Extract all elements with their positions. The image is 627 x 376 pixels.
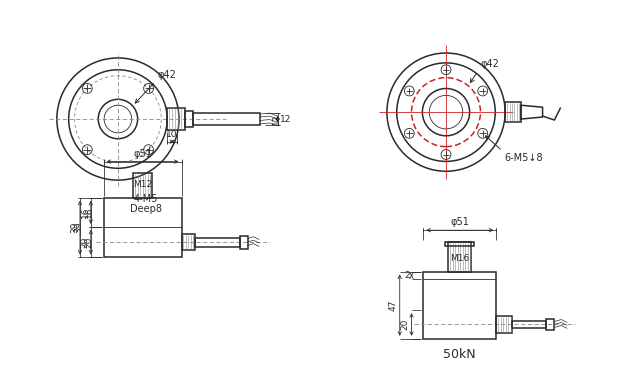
- Bar: [445, 242, 474, 246]
- Text: 50kN: 50kN: [443, 349, 476, 361]
- Bar: [547, 318, 554, 331]
- Text: 47: 47: [389, 299, 398, 311]
- Bar: [167, 108, 185, 130]
- Text: φ51: φ51: [133, 149, 152, 159]
- Text: 12: 12: [280, 115, 291, 124]
- Text: 20: 20: [81, 237, 90, 248]
- Bar: [185, 111, 193, 127]
- Bar: [448, 242, 472, 271]
- Bar: [134, 173, 152, 198]
- Bar: [512, 320, 547, 328]
- Text: 12: 12: [271, 113, 280, 125]
- Text: M12: M12: [133, 180, 152, 189]
- Text: φ42: φ42: [480, 59, 499, 69]
- Text: 16: 16: [85, 206, 94, 218]
- Text: 16: 16: [81, 206, 90, 218]
- Text: 39: 39: [74, 222, 83, 233]
- Text: 10: 10: [166, 130, 178, 139]
- Bar: [181, 234, 195, 250]
- Text: M16: M16: [450, 254, 470, 263]
- Text: 20: 20: [85, 237, 94, 248]
- Text: Deep8: Deep8: [130, 204, 162, 214]
- Bar: [496, 315, 512, 333]
- Bar: [195, 238, 240, 247]
- Bar: [240, 236, 248, 249]
- Text: 6-M5↓8: 6-M5↓8: [504, 153, 543, 163]
- Text: 4-M5: 4-M5: [134, 194, 158, 204]
- Bar: [423, 271, 496, 339]
- Text: 2: 2: [404, 271, 409, 280]
- Text: 39: 39: [70, 222, 79, 233]
- Bar: [193, 113, 260, 126]
- Text: φ42: φ42: [157, 70, 176, 80]
- Text: φ51: φ51: [450, 217, 469, 227]
- Bar: [505, 102, 521, 122]
- Bar: [103, 198, 181, 258]
- Text: 20: 20: [401, 319, 409, 330]
